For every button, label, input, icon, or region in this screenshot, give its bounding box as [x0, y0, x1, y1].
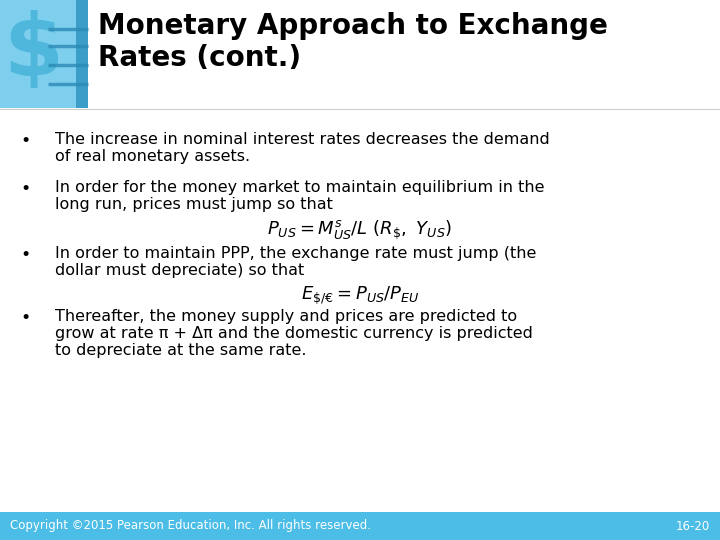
Text: The increase in nominal interest rates decreases the demand: The increase in nominal interest rates d… — [55, 132, 550, 147]
Text: Monetary Approach to Exchange: Monetary Approach to Exchange — [98, 12, 608, 40]
Text: grow at rate π + Δπ and the domestic currency is predicted: grow at rate π + Δπ and the domestic cur… — [55, 326, 533, 341]
Text: •: • — [20, 180, 30, 198]
Text: Rates (cont.): Rates (cont.) — [98, 44, 301, 72]
Text: In order for the money market to maintain equilibrium in the: In order for the money market to maintai… — [55, 180, 544, 195]
Text: •: • — [20, 246, 30, 264]
Text: 16-20: 16-20 — [676, 519, 710, 532]
Text: $: $ — [4, 10, 63, 93]
Bar — [0, 0, 88, 108]
Text: to depreciate at the same rate.: to depreciate at the same rate. — [55, 343, 307, 358]
Text: $P_{US} = M^s_{US}/L\ (R_{\$},\ Y_{US})$: $P_{US} = M^s_{US}/L\ (R_{\$},\ Y_{US})$ — [267, 218, 453, 241]
Text: dollar must depreciate) so that: dollar must depreciate) so that — [55, 263, 305, 278]
Text: •: • — [20, 132, 30, 150]
Text: long run, prices must jump so that: long run, prices must jump so that — [55, 197, 333, 212]
Text: $E_{\$/€} = P_{US}/P_{EU}$: $E_{\$/€} = P_{US}/P_{EU}$ — [301, 284, 419, 306]
Text: In order to maintain PPP, the exchange rate must jump (the: In order to maintain PPP, the exchange r… — [55, 246, 536, 261]
Bar — [76, 0, 88, 108]
Text: •: • — [20, 309, 30, 327]
Text: Thereafter, the money supply and prices are predicted to: Thereafter, the money supply and prices … — [55, 309, 517, 324]
Bar — [0, 512, 720, 540]
Text: of real monetary assets.: of real monetary assets. — [55, 149, 250, 164]
Bar — [0, 0, 720, 108]
Text: Copyright ©2015 Pearson Education, Inc. All rights reserved.: Copyright ©2015 Pearson Education, Inc. … — [10, 519, 371, 532]
